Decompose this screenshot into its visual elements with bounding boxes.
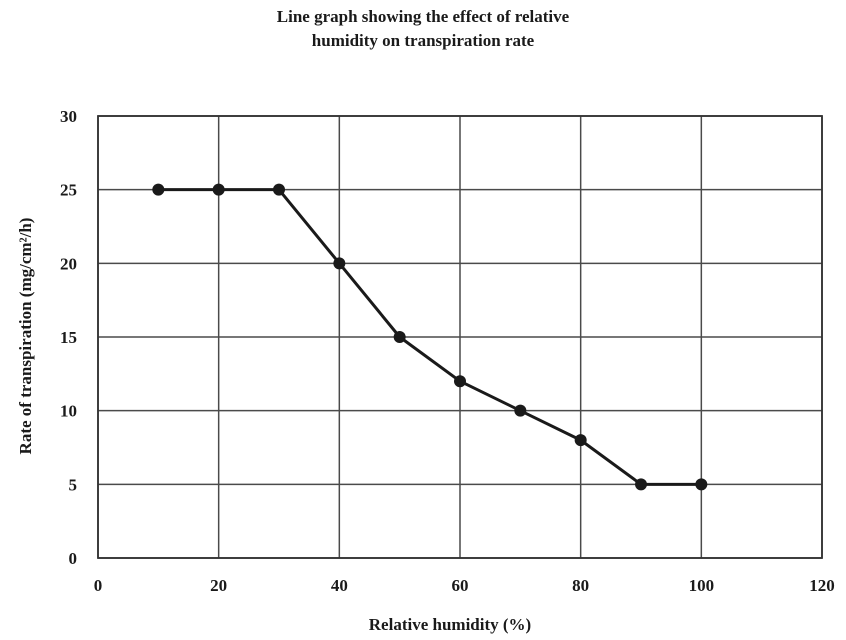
axis-layer — [97, 115, 823, 559]
y-tick-label: 30 — [60, 107, 77, 126]
data-point — [273, 183, 285, 196]
y-tick-label: 20 — [60, 254, 77, 273]
x-tick-label: 0 — [94, 576, 103, 595]
plot-border — [97, 115, 823, 559]
x-tick-label: 100 — [689, 576, 715, 595]
data-point — [514, 404, 527, 417]
data-point — [152, 183, 165, 196]
data-point — [393, 331, 406, 343]
data-point — [635, 478, 647, 491]
y-tick-label: 15 — [60, 328, 77, 347]
x-axis-label: Relative humidity (%) — [369, 615, 531, 634]
tick-labels: 0 20 40 60 80 100 120 0 5 10 15 20 25 30 — [60, 107, 835, 595]
data-point — [454, 375, 466, 388]
y-tick-label: 0 — [69, 549, 78, 568]
data-point — [695, 478, 708, 491]
y-tick-label: 25 — [60, 181, 77, 200]
data-point — [574, 434, 587, 447]
data-point — [333, 257, 346, 270]
x-tick-label: 120 — [809, 576, 835, 595]
series-line — [158, 188, 702, 486]
chart-title-line-1: Line graph showing the effect of relativ… — [276, 7, 570, 26]
x-tick-label: 80 — [572, 576, 589, 595]
grid-layer — [97, 115, 823, 559]
x-tick-label: 20 — [210, 576, 227, 595]
y-axis-label: Rate of transpiration (mg/cm²/h) — [16, 218, 35, 455]
chart-title-line-2: humidity on transpiration rate — [311, 31, 535, 50]
data-point — [212, 183, 225, 196]
y-tick-label: 5 — [69, 475, 78, 494]
x-tick-label: 60 — [452, 576, 469, 595]
series-layer — [152, 183, 708, 491]
x-tick-label: 40 — [331, 576, 348, 595]
y-tick-label: 10 — [60, 402, 77, 421]
